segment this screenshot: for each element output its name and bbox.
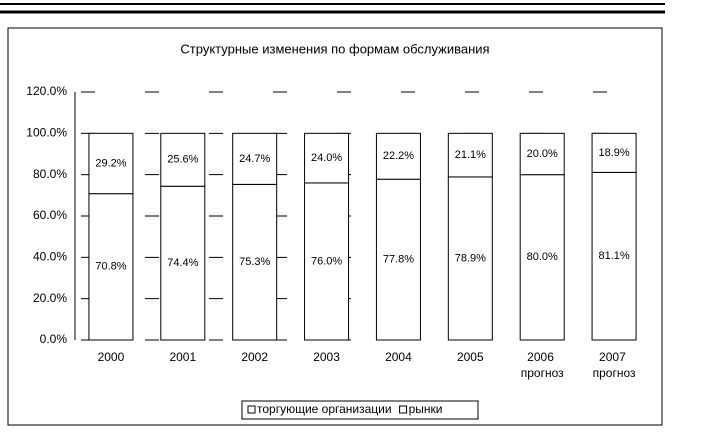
value-label: 77.8%	[383, 254, 414, 266]
bar-segment	[447, 132, 493, 178]
value-label: 74.4%	[167, 257, 198, 269]
bar-segment	[375, 132, 421, 180]
bar-segment	[232, 132, 278, 185]
value-label: 75.3%	[239, 256, 270, 268]
bar-segment	[304, 132, 350, 184]
x-tick-label: 2001	[169, 350, 196, 364]
x-tick-label: 2004	[385, 350, 412, 364]
y-tick-label: 0.0%	[40, 332, 68, 346]
value-label: 78.9%	[455, 252, 486, 264]
value-label: 20.0%	[527, 148, 558, 160]
bar-segment	[88, 193, 134, 341]
y-tick-label: 100.0%	[26, 126, 67, 140]
x-tick-label: 2000	[98, 350, 125, 364]
bar-segment	[519, 132, 565, 176]
chart-frame	[7, 27, 663, 426]
x-tick-label: 2007 прогноз	[593, 350, 636, 380]
value-label: 80.0%	[527, 251, 558, 263]
value-label: 24.0%	[311, 152, 342, 164]
x-tick-label: 2005	[457, 350, 484, 364]
value-label: 24.7%	[239, 153, 270, 165]
value-label: 76.0%	[311, 255, 342, 267]
bar-segment	[375, 178, 421, 341]
bar-segment	[447, 176, 493, 341]
legend-frame	[241, 400, 479, 420]
legend-swatch	[247, 405, 256, 414]
value-label: 25.6%	[167, 154, 198, 166]
value-label: 18.9%	[598, 147, 629, 159]
bar-segment	[160, 185, 206, 341]
y-tick-label: 60.0%	[33, 208, 67, 222]
bar-segment	[160, 132, 206, 187]
bar-segment	[88, 132, 134, 195]
legend-swatch	[399, 405, 408, 414]
bar-segment	[304, 182, 350, 341]
value-label: 81.1%	[598, 250, 629, 262]
bar-segment	[232, 183, 278, 341]
x-tick-label: 2002	[241, 350, 268, 364]
bar-segment	[591, 132, 637, 173]
value-label: 70.8%	[95, 261, 126, 273]
legend-label: рынки	[409, 402, 443, 416]
legend-label: торгующие организации	[257, 402, 392, 416]
value-label: 29.2%	[95, 157, 126, 169]
bar-segment	[591, 171, 637, 341]
y-tick-label: 20.0%	[33, 291, 67, 305]
chart-title: Структурные изменения по формам обслужив…	[180, 41, 489, 56]
x-tick-label: 2003	[313, 350, 340, 364]
x-tick-label: 2006 прогноз	[521, 350, 564, 380]
value-label: 21.1%	[455, 149, 486, 161]
y-tick-label: 80.0%	[33, 167, 67, 181]
y-tick-label: 40.0%	[33, 250, 67, 264]
value-label: 22.2%	[383, 150, 414, 162]
y-tick-label: 120.0%	[26, 84, 67, 98]
